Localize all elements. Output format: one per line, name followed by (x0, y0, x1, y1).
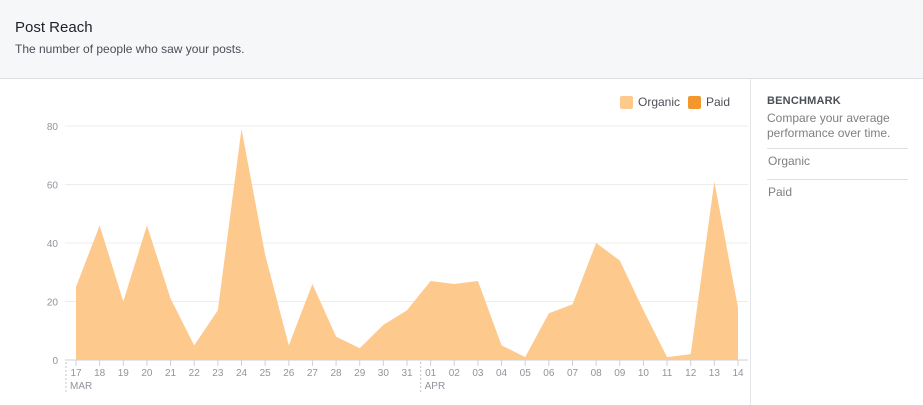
x-tick-label: 06 (543, 368, 555, 379)
x-tick-label: 29 (354, 368, 366, 379)
x-tick-label: 10 (638, 368, 650, 379)
benchmark-panel: BENCHMARK Compare your average performan… (767, 95, 908, 204)
y-tick-label: 60 (47, 181, 59, 192)
vertical-divider (750, 79, 751, 405)
x-tick-label: 04 (496, 368, 508, 379)
x-tick-label: 31 (401, 368, 413, 379)
benchmark-item-organic[interactable]: Organic (767, 148, 908, 173)
x-tick-label: 19 (118, 368, 130, 379)
legend-organic-swatch (620, 95, 633, 109)
page-title: Post Reach (15, 19, 93, 36)
page-header: Post Reach The number of people who saw … (0, 0, 923, 79)
legend-paid-label: Paid (706, 95, 731, 109)
x-tick-label: 09 (614, 368, 626, 379)
y-tick-label: 40 (47, 239, 59, 250)
x-tick-label: 12 (685, 368, 697, 379)
x-tick-label: 30 (378, 368, 390, 379)
y-tick-label: 20 (47, 298, 59, 309)
legend-paid-swatch (688, 95, 701, 109)
x-tick-label: 20 (141, 368, 153, 379)
y-tick-label: 0 (52, 356, 58, 367)
legend-organic-label: Organic (638, 95, 681, 109)
x-tick-label: 28 (331, 368, 343, 379)
x-tick-label: 22 (189, 368, 201, 379)
benchmark-title: BENCHMARK (767, 95, 841, 107)
x-tick-label: 13 (709, 368, 721, 379)
y-tick-label: 80 (47, 122, 59, 133)
x-tick-label: 17 (70, 368, 82, 379)
month-label: MAR (70, 381, 92, 392)
x-tick-label: 21 (165, 368, 177, 379)
x-tick-label: 14 (732, 368, 744, 379)
benchmark-item-paid[interactable]: Paid (767, 179, 908, 204)
x-tick-label: 24 (236, 368, 248, 379)
legend-organic[interactable]: Organic (620, 95, 680, 109)
month-label: APR (425, 381, 446, 392)
x-tick-label: 25 (260, 368, 272, 379)
x-tick-label: 05 (520, 368, 532, 379)
x-tick-label: 08 (591, 368, 603, 379)
x-tick-label: 18 (94, 368, 106, 379)
benchmark-description: Compare your average performance over ti… (767, 111, 891, 140)
legend-paid[interactable]: Paid (688, 95, 730, 109)
x-tick-label: 11 (662, 368, 673, 379)
x-tick-label: 27 (307, 368, 319, 379)
x-tick-label: 01 (425, 368, 437, 379)
x-tick-label: 26 (283, 368, 295, 379)
x-tick-label: 23 (212, 368, 224, 379)
x-tick-label: 07 (567, 368, 579, 379)
x-tick-label: 03 (472, 368, 484, 379)
page-subtitle: The number of people who saw your posts. (15, 42, 245, 56)
series-area-organic (76, 128, 738, 360)
x-tick-label: 02 (449, 368, 461, 379)
